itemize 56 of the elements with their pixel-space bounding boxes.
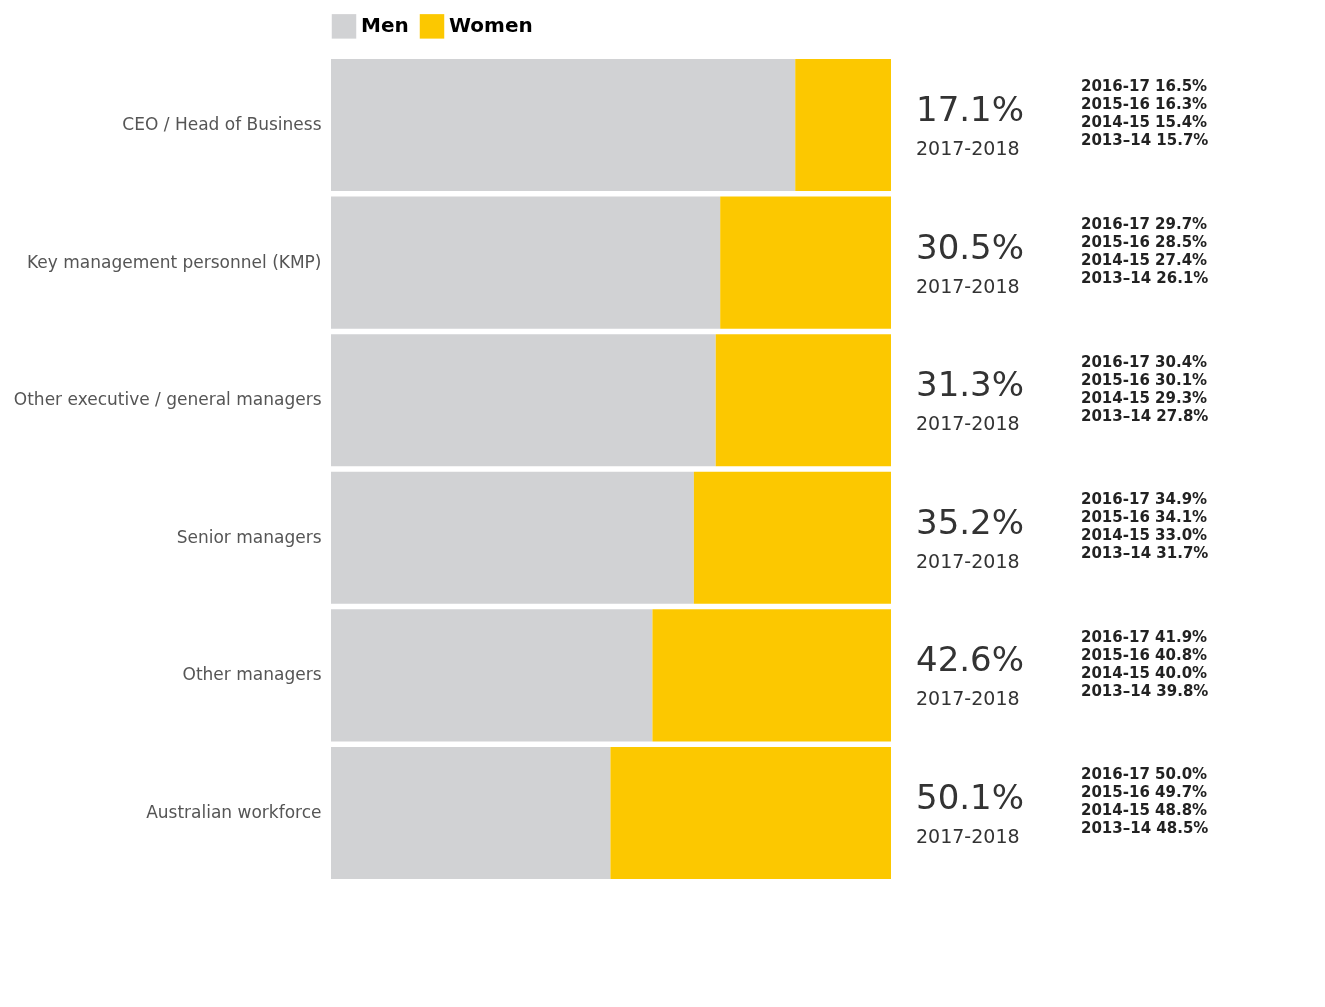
text: 2015-16 16.3% [1081, 95, 1208, 114]
text: 2016-17 16.5% [1081, 77, 1208, 96]
text: 2014-15 48.8% [1081, 801, 1208, 820]
text: 2013–14 39.8% [1081, 681, 1209, 700]
text: 2014-15 29.3% [1081, 388, 1208, 407]
y-tick-label: Other executive / general managers [13, 389, 322, 410]
y-tick-label: Senior managers [176, 526, 322, 547]
bar [610, 746, 891, 879]
data-label: 30.5% [916, 226, 1025, 267]
bar [715, 334, 891, 467]
data-label: 35.2% [916, 501, 1025, 542]
data-label: 50.1% [916, 776, 1025, 817]
text: 2013–14 15.7% [1081, 131, 1209, 150]
data-label: 17.1% [916, 89, 1025, 130]
text: 2017-2018 [916, 137, 1020, 160]
legend-label: Women [449, 13, 533, 38]
bar [652, 609, 891, 742]
text: 2014-15 33.0% [1081, 526, 1208, 545]
bar [331, 59, 796, 192]
text: 2015-16 40.8% [1081, 645, 1208, 664]
text: 2015-16 28.5% [1081, 232, 1208, 251]
data-label: 31.3% [916, 364, 1025, 405]
y-tick-label: Australian workforce [146, 801, 322, 822]
text: 2013–14 27.8% [1081, 406, 1209, 425]
text: 2013–14 31.7% [1081, 544, 1209, 563]
y-tick-label: CEO / Head of Business [122, 114, 322, 135]
bar [331, 196, 721, 329]
text: 2017-2018 [916, 687, 1020, 710]
text: 2017-2018 [916, 549, 1020, 572]
text: 2015-16 49.7% [1081, 783, 1208, 802]
text: 2017-2018 [916, 274, 1020, 297]
text: 2014-15 40.0% [1081, 663, 1208, 682]
text: 2016-17 29.7% [1081, 214, 1208, 233]
text: 2014-15 27.4% [1081, 250, 1208, 269]
legend-label: Men [361, 13, 409, 38]
text: 2016-17 30.4% [1081, 352, 1208, 371]
data-label: 42.6% [916, 639, 1025, 680]
bar [720, 196, 891, 329]
bar [795, 59, 891, 192]
text: 2016-17 34.9% [1081, 490, 1208, 509]
text: 2016-17 50.0% [1081, 765, 1208, 784]
text: 2013–14 48.5% [1081, 819, 1209, 838]
text: 2015-16 30.1% [1081, 370, 1208, 389]
bar [331, 471, 694, 604]
text: 2014-15 15.4% [1081, 113, 1208, 132]
bar [331, 746, 611, 879]
bar [331, 334, 716, 467]
text: 2013–14 26.1% [1081, 268, 1209, 287]
bar [331, 609, 653, 742]
text: 2016-17 41.9% [1081, 627, 1208, 646]
y-tick-label: Key management personnel (KMP) [27, 251, 322, 272]
bar [693, 471, 891, 604]
text: 2017-2018 [916, 412, 1020, 435]
text: 2017-2018 [916, 824, 1020, 847]
text: 2015-16 34.1% [1081, 508, 1208, 527]
y-tick-label: Other managers [182, 664, 322, 685]
